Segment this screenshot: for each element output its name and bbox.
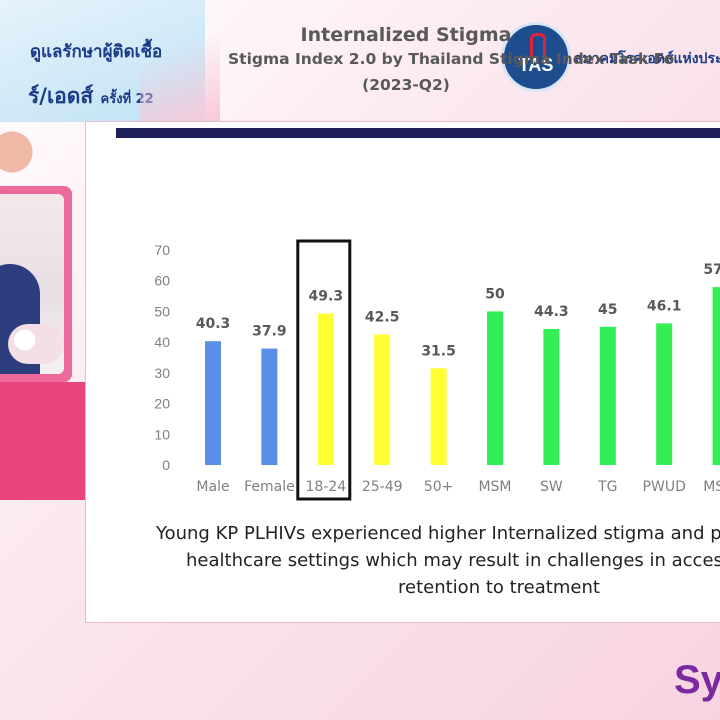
data-label: 50 [485,286,505,302]
data-label: 37.9 [252,324,287,340]
data-label: 40.3 [196,316,231,332]
tas-logo: TAS [501,22,571,92]
x-tick-label: TG [597,479,617,495]
y-tick-label: 10 [154,426,170,442]
data-label: 31.5 [421,343,456,359]
y-tick-label: 70 [154,242,170,258]
red-ribbon-icon [530,33,546,58]
bar-chart: 0 10 20 30 40 50 60 70 40.3 37.9 49.3 42.5 31.5 50 44… [154,239,720,501]
x-tick-label: 25-49 [362,479,403,495]
caption-line-3: retention to treatment [398,577,600,598]
organization-name: สมาคมโรคเอดส์แห่งประ [574,51,720,67]
banner-title-main: ร์/เอดส์ [28,84,94,108]
x-tick-label: 18-24 [305,479,346,495]
flowers-decoration [8,324,64,364]
bar-SW [543,328,560,465]
sponsor-logo: Sy [674,658,720,702]
bar-18-24 [317,313,334,465]
bar-Male [205,341,221,465]
chart-period: (2023-Q2) [362,76,450,94]
x-tick-label: Female [244,479,295,495]
logo-text: TAS [518,55,554,75]
y-tick-label: 0 [162,457,170,473]
bar-TG [599,326,616,465]
slide-header-bar [116,128,720,138]
data-label: 46.1 [647,298,682,314]
bar-Female [261,348,278,465]
data-label: 49.3 [309,289,344,305]
bar-25-49 [374,334,391,465]
presentation-slide: 0 10 20 30 40 50 60 70 40.3 37.9 49.3 42.5 31.5 50 44… [86,122,720,622]
bar-MSW [712,287,720,465]
data-label: 42.5 [365,309,400,325]
y-tick-label: 50 [154,303,170,319]
bar-50+ [430,368,447,465]
x-tick-label: SW [540,479,563,495]
x-tick-label: 50+ [424,479,454,495]
data-label: 44.3 [534,304,569,320]
chart-title: Internalized Stigma [300,24,512,46]
data-label: 45 [598,302,617,318]
y-tick-label: 40 [154,334,170,350]
x-tick-label: MSW [703,479,720,495]
pink-panel [0,382,86,500]
y-tick-label: 60 [154,273,170,289]
x-tick-label: MSM [478,479,511,495]
highlight-box [296,239,352,501]
x-tick-label: Male [196,479,229,495]
y-tick-label: 20 [154,396,170,412]
data-label: 57.9 [703,262,720,278]
chart-subtitle: Stigma Index 2.0 by Thailand Stigma Inde… [228,50,675,68]
y-tick-label: 30 [154,365,170,381]
banner-title-line1: ดูแลรักษาผู้ติดเชื้อ [30,42,163,62]
caption-line-2: healthcare settings which may result in … [186,550,720,571]
bar-PWUD [656,323,673,465]
banner-decoration [140,0,220,122]
x-tick-label: PWUD [643,479,686,495]
decorative-shape [0,122,60,182]
bar-MSM [487,311,503,465]
caption-line-1: Young KP PLHIVs experienced higher Inter… [156,523,720,544]
speaker-video [0,194,64,374]
